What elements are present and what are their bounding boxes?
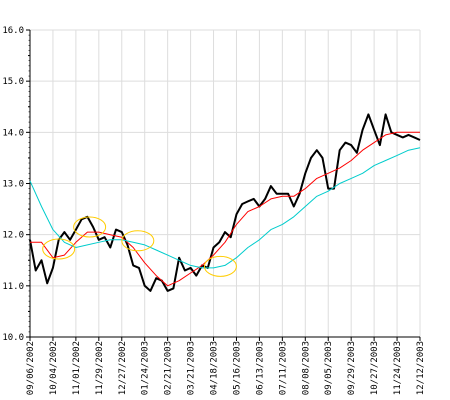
x-tick-label: 11/24/2003 bbox=[393, 341, 403, 395]
x-tick-label: 05/16/2003 bbox=[232, 341, 242, 395]
x-tick-label: 10/27/2003 bbox=[370, 341, 380, 395]
y-tick-label: 10.0 bbox=[2, 333, 24, 343]
x-tick-label: 03/21/2003 bbox=[187, 341, 197, 395]
highlight-ellipse bbox=[73, 216, 107, 238]
x-tick-label: 12/27/2002 bbox=[118, 341, 128, 395]
y-tick-label: 14.0 bbox=[2, 128, 24, 138]
x-tick-label: 12/12/2003 bbox=[416, 341, 426, 395]
y-tick-label: 13.0 bbox=[2, 180, 24, 190]
x-tick-label: 01/24/2003 bbox=[141, 341, 151, 395]
highlight-ellipses bbox=[42, 216, 237, 277]
series-lines bbox=[29, 113, 421, 292]
y-tick-label: 11.0 bbox=[2, 282, 24, 292]
x-tick-label: 06/13/2003 bbox=[255, 341, 265, 395]
x-tick-label: 07/11/2003 bbox=[278, 341, 288, 395]
axes bbox=[26, 29, 421, 341]
y-tick-label: 16.0 bbox=[2, 26, 24, 36]
x-tick-label: 09/06/2002 bbox=[26, 341, 36, 395]
x-tick-label: 04/18/2003 bbox=[210, 341, 220, 395]
x-tick-labels: 09/06/2002 10/04/2002 11/01/2002 11/29/2002… bbox=[26, 341, 426, 395]
highlight-ellipse bbox=[121, 230, 155, 252]
x-tick-label: 11/01/2002 bbox=[72, 341, 82, 395]
x-tick-label: 10/04/2002 bbox=[49, 341, 59, 395]
x-tick-label: 02/21/2003 bbox=[164, 341, 174, 395]
x-tick-label: 08/08/2003 bbox=[301, 341, 311, 395]
series-line-0 bbox=[29, 113, 421, 292]
y-tick-labels: 10.0 11.0 12.0 13.0 14.0 15.0 16.0 bbox=[2, 26, 24, 343]
highlight-ellipse bbox=[203, 255, 237, 277]
x-tick-label: 09/05/2003 bbox=[324, 341, 334, 395]
series-line-2 bbox=[29, 147, 421, 269]
x-tick-label: 09/29/2003 bbox=[347, 341, 357, 395]
y-tick-label: 15.0 bbox=[2, 77, 24, 87]
highlight-ellipse bbox=[42, 238, 76, 260]
y-tick-label: 12.0 bbox=[2, 231, 24, 241]
series-line-1 bbox=[30, 131, 420, 287]
x-tick-label: 11/29/2002 bbox=[95, 341, 105, 395]
